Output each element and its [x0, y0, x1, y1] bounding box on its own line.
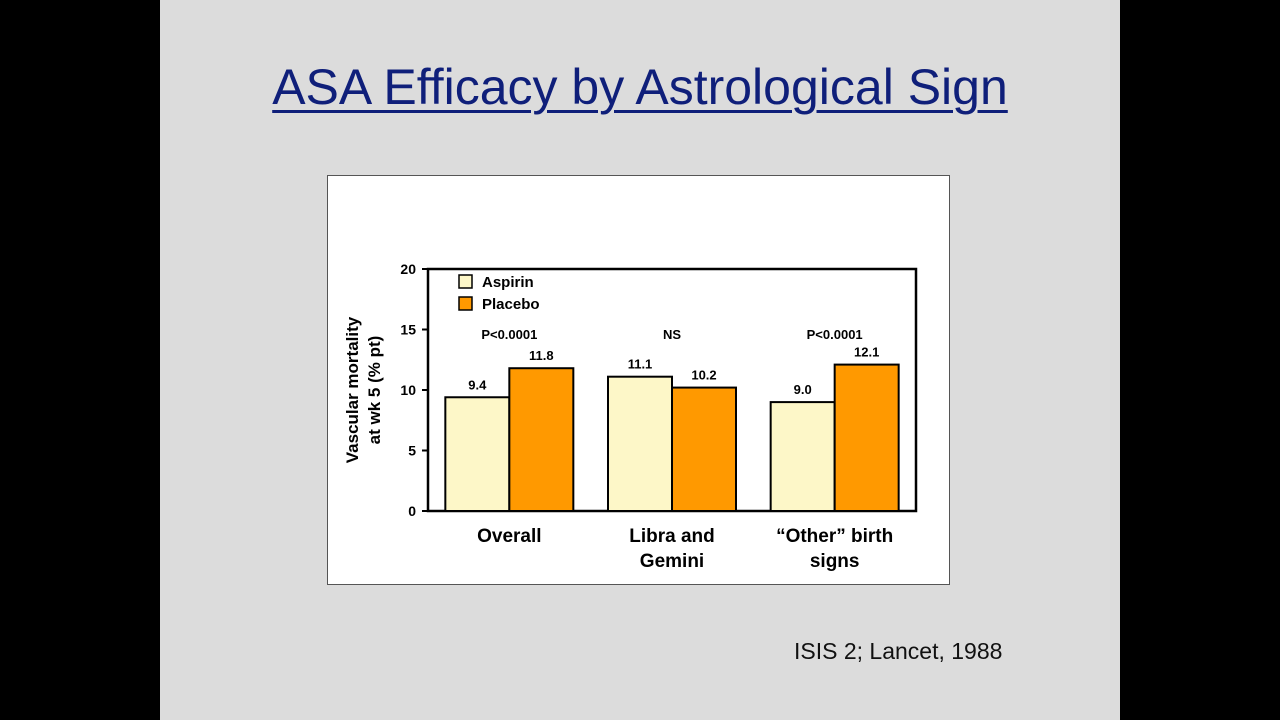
data-label: 11.1 — [628, 357, 653, 372]
y-axis-label: Vascular mortality — [343, 316, 362, 463]
data-label: 9.0 — [794, 382, 812, 397]
data-label: 10.2 — [691, 368, 716, 383]
data-label: 11.8 — [529, 348, 554, 363]
y-tick-label: 0 — [408, 503, 416, 519]
data-label: 12.1 — [854, 345, 879, 360]
chart-panel: 0 5 10 15 20 Vascular mortality at wk 5 (% pt)… — [327, 175, 950, 585]
y-tick-label: 5 — [408, 443, 416, 459]
y-tick-label: 10 — [400, 382, 416, 398]
slide: ASA Efficacy by Astrological Sign 0 5 10 15… — [160, 0, 1120, 720]
significance-annotation: P<0.0001 — [807, 327, 863, 342]
category-label: “Other” birth — [776, 526, 893, 547]
slide-title: ASA Efficacy by Astrological Sign — [272, 59, 1008, 115]
category-label: Gemini — [640, 551, 704, 572]
category-label: signs — [810, 551, 860, 572]
bar-placebo — [671, 386, 737, 512]
citation: ISIS 2; Lancet, 1988 — [794, 638, 1003, 664]
y-tick-label: 15 — [400, 322, 416, 338]
bar-placebo — [508, 367, 575, 512]
category-label: Libra and — [629, 526, 715, 547]
significance-annotation: NS — [663, 327, 681, 342]
significance-annotation: P<0.0001 — [481, 327, 537, 342]
bar-aspirin — [444, 396, 511, 512]
bar-aspirin — [769, 401, 836, 513]
bar-aspirin — [607, 375, 673, 512]
y-tick-label: 20 — [400, 261, 416, 277]
bar-chart: 0 5 10 15 20 Vascular mortality at wk 5 (% pt)… — [343, 261, 918, 572]
legend-swatch-aspirin — [458, 274, 473, 289]
category-label: Overall — [477, 526, 541, 547]
legend-label: Aspirin — [482, 274, 534, 291]
legend-label: Placebo — [482, 296, 540, 313]
bar-placebo — [833, 363, 900, 512]
y-axis-label: at wk 5 (% pt) — [365, 336, 384, 445]
data-label: 9.4 — [468, 377, 487, 392]
legend-swatch-placebo — [458, 296, 473, 311]
